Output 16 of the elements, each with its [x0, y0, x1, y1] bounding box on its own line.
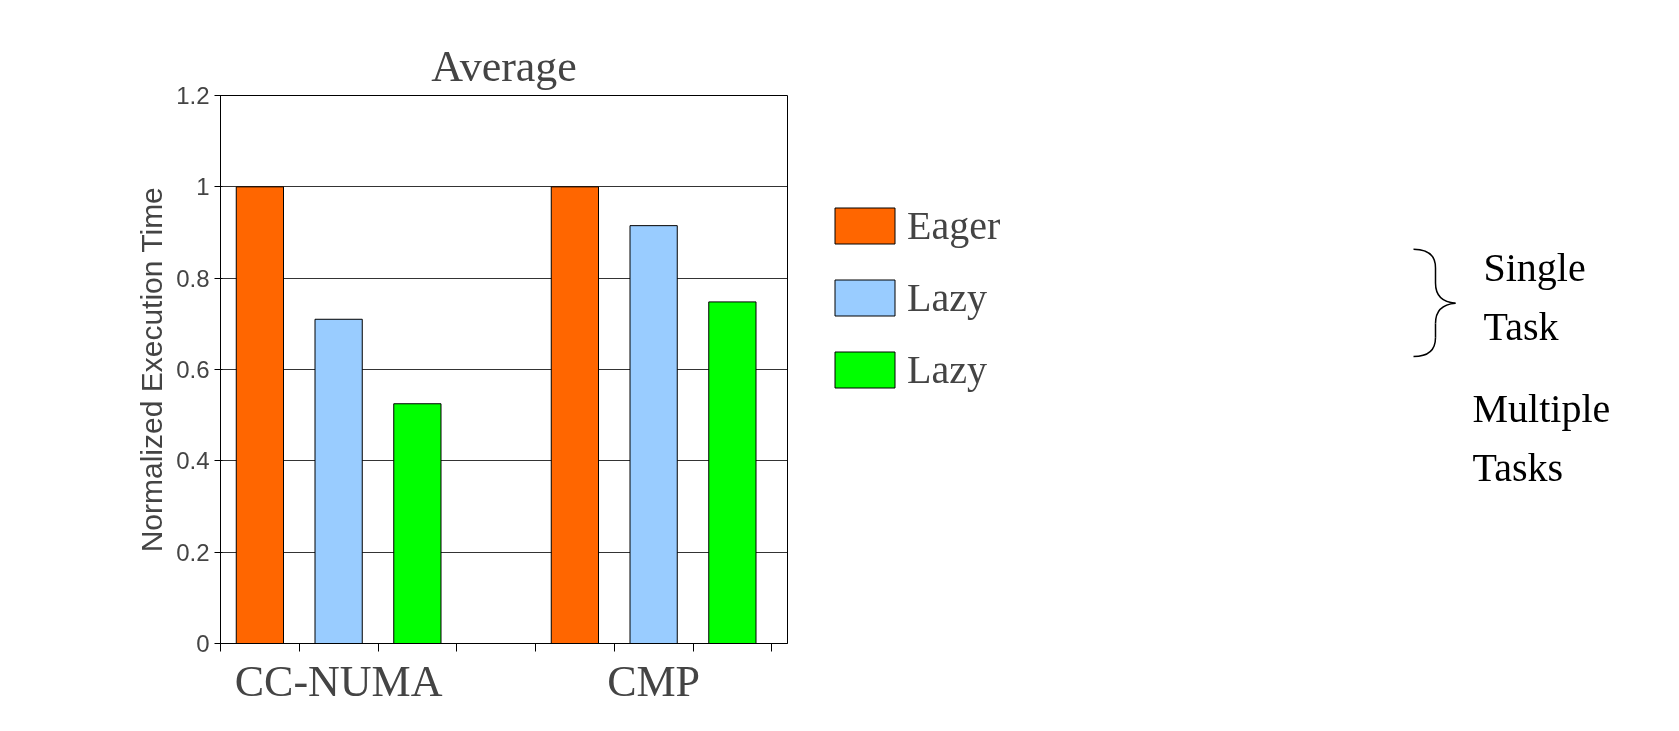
- y-tick-label: 0.4: [176, 447, 210, 475]
- y-axis-title: Normalized Execution Time: [135, 187, 169, 553]
- legend-label: Lazy: [907, 274, 987, 321]
- y-tick-label: 1: [196, 173, 210, 201]
- legend-label: Eager: [907, 202, 1001, 249]
- x-tick-label: CC-NUMA: [234, 656, 443, 706]
- chart-title: Average: [431, 41, 577, 91]
- y-tick-label: 0.6: [176, 356, 210, 383]
- y-tick-label: 0.8: [176, 264, 210, 292]
- legend-label: Lazy: [907, 346, 987, 393]
- y-tick-label: 1.2: [176, 82, 210, 109]
- text: Multiple Tasks: [1472, 386, 1611, 490]
- y-tick-label: 0.2: [176, 538, 210, 566]
- x-tick-label: CMP: [607, 656, 701, 706]
- y-tick-label: 0: [196, 630, 210, 657]
- text: Single Task: [1483, 245, 1586, 349]
